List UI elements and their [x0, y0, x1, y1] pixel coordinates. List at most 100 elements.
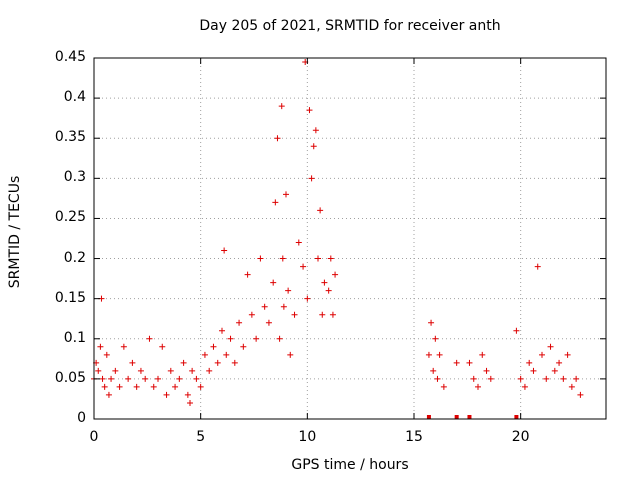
data-point	[551, 367, 558, 374]
data-point	[180, 359, 187, 366]
data-point	[475, 383, 481, 390]
data-point	[306, 107, 313, 114]
data-point	[97, 343, 104, 350]
data-point	[279, 255, 286, 262]
data-point	[172, 383, 179, 390]
y-tick-label: 0.3	[63, 169, 86, 186]
data-point	[332, 271, 339, 278]
data-point	[159, 343, 166, 350]
data-point	[428, 319, 435, 326]
data-point	[223, 351, 230, 358]
data-point	[278, 103, 285, 110]
data-point	[137, 367, 144, 374]
data-point	[526, 359, 533, 366]
data-point	[108, 375, 115, 382]
axis-ticks	[93, 57, 606, 420]
data-point	[274, 135, 281, 142]
data-point	[434, 375, 441, 382]
data-point	[129, 359, 136, 366]
data-point	[142, 375, 149, 382]
data-point	[125, 375, 132, 382]
y-tick-label: 0.4	[63, 89, 86, 106]
data-point	[120, 343, 127, 350]
data-point	[285, 287, 292, 294]
data-point	[440, 383, 447, 390]
data-point	[116, 383, 123, 390]
x-tick-label: 10	[298, 429, 317, 445]
data-point	[227, 335, 234, 342]
data-point	[240, 343, 247, 350]
data-point	[244, 271, 251, 278]
data-point	[103, 351, 110, 358]
data-point	[193, 375, 200, 382]
data-point	[521, 383, 528, 390]
zero-marker	[454, 415, 459, 419]
data-point	[543, 375, 550, 382]
data-point	[430, 367, 437, 374]
data-point	[214, 359, 221, 366]
data-point	[539, 351, 545, 358]
data-point	[560, 375, 567, 382]
data-point	[287, 351, 294, 358]
data-point	[253, 335, 260, 342]
data-point	[436, 351, 443, 358]
data-point	[176, 375, 183, 382]
data-point	[534, 263, 541, 270]
data-point	[312, 127, 319, 134]
x-tick-label: 5	[196, 429, 206, 445]
y-tick-label: 0.45	[54, 49, 86, 65]
y-axis-label: SRMTID / TECUs	[7, 175, 23, 289]
data-point	[248, 311, 255, 318]
data-point	[466, 359, 473, 366]
data-point	[327, 255, 334, 262]
data-point	[325, 287, 332, 294]
data-point	[453, 359, 460, 366]
data-point	[573, 375, 580, 382]
data-point	[150, 383, 157, 390]
data-point	[310, 143, 317, 150]
data-point	[197, 383, 204, 390]
data-point	[321, 279, 328, 286]
data-point	[270, 279, 277, 286]
y-tick-label: 0.05	[54, 369, 86, 386]
data-point	[479, 351, 486, 358]
data-point	[329, 311, 336, 318]
data-point	[221, 247, 228, 254]
x-tick-label: 15	[405, 429, 423, 445]
plot-frame	[93, 57, 607, 420]
data-point	[304, 295, 311, 302]
data-point	[184, 391, 191, 398]
data-point	[319, 311, 326, 318]
data-point	[167, 367, 174, 374]
data-point	[219, 327, 225, 334]
data-point	[308, 175, 315, 182]
data-point	[261, 303, 268, 310]
data-point	[517, 375, 524, 382]
zero-marker	[467, 415, 472, 419]
data-point	[291, 311, 298, 318]
data-point	[210, 343, 217, 350]
data-point	[257, 255, 264, 262]
data-point	[470, 375, 477, 382]
data-point	[101, 383, 108, 390]
chart-title: Day 205 of 2021, SRMTID for receiver ant…	[199, 18, 501, 34]
data-point	[530, 367, 537, 374]
data-point	[547, 343, 554, 350]
data-point	[280, 303, 287, 310]
x-tick-label: 20	[511, 429, 530, 445]
data-point	[133, 383, 140, 390]
data-points	[91, 59, 584, 419]
zero-marker	[514, 415, 519, 419]
data-point	[155, 375, 161, 382]
data-point	[231, 359, 238, 366]
data-point	[483, 367, 490, 374]
data-point	[105, 391, 112, 398]
data-point	[95, 367, 102, 374]
data-point	[577, 391, 584, 398]
data-point	[272, 199, 279, 206]
y-tick-label: 0.1	[63, 329, 86, 346]
data-point	[425, 351, 432, 358]
data-point	[300, 263, 307, 270]
data-point	[206, 367, 213, 374]
